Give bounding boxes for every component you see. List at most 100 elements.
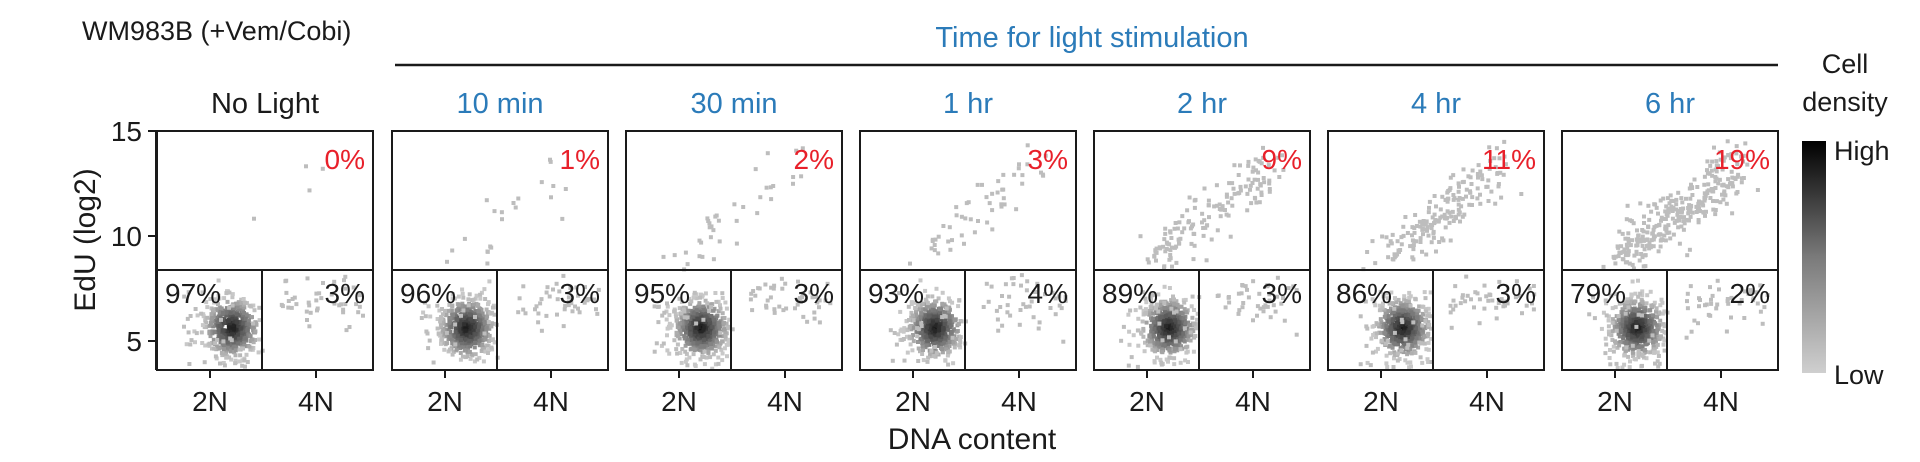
data-point <box>242 343 247 348</box>
data-point <box>473 341 477 345</box>
data-point <box>685 341 690 346</box>
data-point <box>1675 212 1680 217</box>
data-point <box>949 329 954 334</box>
data-point <box>1492 156 1497 161</box>
data-point <box>236 323 241 328</box>
data-point <box>1020 173 1025 178</box>
data-point <box>692 325 696 330</box>
data-point <box>1395 351 1400 356</box>
data-point <box>464 332 469 337</box>
data-point <box>1630 329 1635 333</box>
data-point <box>450 296 455 301</box>
data-point <box>1183 358 1188 363</box>
data-point <box>943 310 948 315</box>
data-point <box>251 303 256 308</box>
data-point <box>219 317 223 322</box>
data-point <box>1172 318 1177 323</box>
data-point <box>1476 163 1481 168</box>
data-point <box>898 309 903 314</box>
data-point <box>1615 366 1620 370</box>
data-point <box>1378 330 1383 335</box>
data-point <box>1239 291 1244 296</box>
data-point <box>1626 231 1631 236</box>
data-point <box>450 322 455 327</box>
data-point <box>1172 310 1176 315</box>
data-point <box>1173 339 1178 344</box>
data-point <box>1640 289 1645 294</box>
data-point <box>1649 209 1654 214</box>
data-point <box>1204 258 1209 263</box>
data-point <box>687 355 692 360</box>
data-point <box>539 328 544 333</box>
data-point <box>242 358 247 363</box>
data-point <box>221 361 226 365</box>
data-point <box>923 314 928 319</box>
data-point <box>1389 332 1394 336</box>
data-point <box>719 321 723 326</box>
data-point <box>485 343 490 348</box>
data-point <box>682 315 687 320</box>
data-point <box>1427 199 1432 204</box>
data-point <box>1392 252 1397 257</box>
data-point <box>1630 313 1635 318</box>
data-point <box>1686 206 1691 210</box>
data-point <box>445 259 449 264</box>
data-point <box>704 355 709 360</box>
data-point <box>1634 338 1639 343</box>
data-point <box>1161 348 1166 352</box>
data-point <box>1717 287 1721 292</box>
data-point <box>1238 188 1243 193</box>
data-point <box>1396 339 1401 344</box>
data-point <box>1183 321 1188 326</box>
data-point <box>242 340 247 345</box>
data-point <box>1617 325 1622 330</box>
data-point <box>716 361 721 366</box>
data-point <box>709 305 714 310</box>
data-point <box>1179 318 1184 323</box>
data-point <box>213 354 218 359</box>
data-point <box>1494 146 1499 151</box>
data-point <box>959 233 964 238</box>
data-point <box>454 308 459 313</box>
data-point <box>1666 206 1671 211</box>
data-point <box>1658 318 1663 323</box>
data-point <box>1135 328 1140 333</box>
data-point <box>1629 293 1634 298</box>
data-point <box>718 341 722 346</box>
data-point <box>769 197 774 202</box>
data-point <box>913 300 918 305</box>
data-point <box>924 325 929 330</box>
data-point <box>211 324 216 329</box>
data-point <box>444 330 449 335</box>
data-point <box>216 327 221 332</box>
data-point <box>250 337 255 342</box>
data-point <box>1655 350 1660 355</box>
data-point <box>697 303 702 308</box>
data-point <box>1663 224 1668 229</box>
data-point <box>683 250 688 255</box>
data-point <box>691 341 696 346</box>
x-tick-label: 4N <box>767 386 803 417</box>
data-point <box>1163 226 1168 231</box>
data-point <box>1050 290 1055 295</box>
data-point <box>688 313 693 318</box>
data-point <box>1468 189 1472 194</box>
data-point <box>1626 354 1631 359</box>
data-point <box>1201 233 1206 238</box>
data-point <box>1520 311 1524 316</box>
data-point <box>1402 324 1407 329</box>
data-point <box>667 313 672 318</box>
data-point <box>1169 333 1174 338</box>
data-point <box>574 285 579 290</box>
data-point <box>576 293 581 298</box>
data-point <box>1185 208 1190 213</box>
data-point <box>1494 316 1499 321</box>
data-point <box>718 306 723 311</box>
data-point <box>1423 334 1427 339</box>
data-point <box>227 323 232 328</box>
data-point <box>1162 284 1167 289</box>
data-point <box>1434 249 1438 254</box>
data-point <box>1432 220 1437 225</box>
data-point <box>667 351 672 356</box>
data-point <box>1640 326 1644 331</box>
